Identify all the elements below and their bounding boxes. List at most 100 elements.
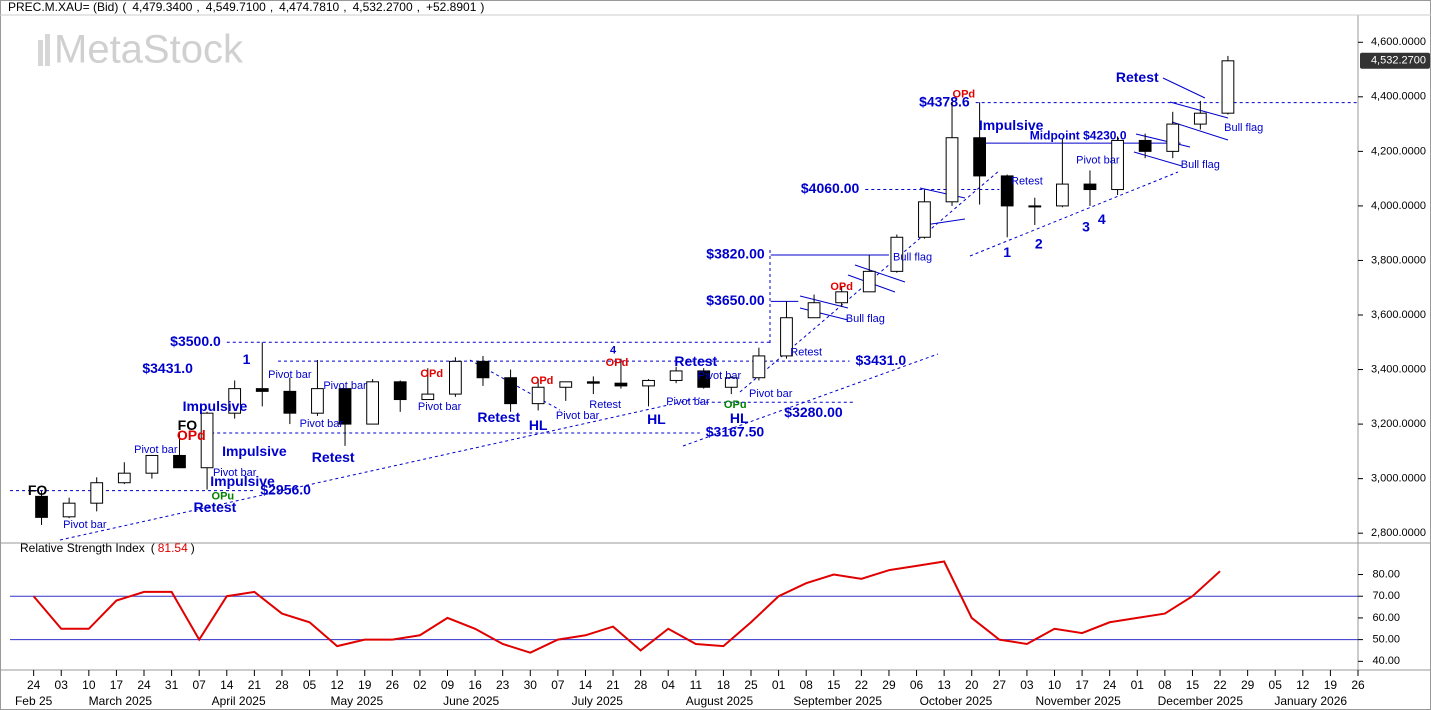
x-tick-label: 24: [1103, 678, 1117, 692]
x-tick-label: 29: [1241, 678, 1255, 692]
quote-value: +52.8901: [426, 0, 477, 14]
annotation: Impulsive: [222, 443, 287, 459]
x-tick-label: 23: [496, 678, 510, 692]
x-tick-label: 29: [882, 678, 896, 692]
candle-body: [366, 381, 380, 425]
annotation: Bull flag: [846, 313, 885, 325]
annotation: Bull flag: [1224, 122, 1263, 134]
candle-body: [228, 388, 242, 414]
x-tick-label: 19: [1324, 678, 1338, 692]
candle-body: [918, 201, 931, 238]
x-tick-label: 08: [1158, 678, 1172, 692]
candle-body: [697, 370, 711, 388]
annotation: Retest: [1011, 175, 1043, 187]
annotation: OPu: [724, 399, 747, 411]
x-tick-label: 11: [690, 678, 703, 692]
candle-body: [752, 355, 766, 379]
month-label: Feb 25: [15, 694, 53, 708]
annotation: Impulsive: [979, 117, 1044, 133]
quote-value: 4,532.2700: [353, 0, 413, 14]
y-tick-label: 4,400.0000: [1371, 91, 1426, 103]
annotation: OPd: [953, 88, 976, 100]
y-tick-label: 70.00: [1372, 590, 1400, 602]
annotation: Pivot bar: [556, 410, 600, 422]
annotation: HL: [730, 410, 749, 426]
annotation: OPd: [531, 375, 554, 387]
annotation: 1: [243, 351, 251, 367]
level-label: $3500.0: [170, 333, 221, 349]
candle-body: [1056, 183, 1069, 207]
annotation: 1: [1003, 244, 1011, 260]
candle-body: [421, 393, 435, 401]
level-label: Midpoint $4230.0: [1030, 128, 1127, 142]
month-label: June 2025: [443, 694, 499, 708]
month-label: December 2025: [1158, 694, 1244, 708]
x-tick-label: 15: [827, 678, 841, 692]
candle-body: [1221, 60, 1235, 114]
x-tick-label: 10: [82, 678, 96, 692]
candle-body: [669, 370, 683, 381]
candle-body: [862, 270, 876, 293]
x-tick-label: 09: [441, 678, 455, 692]
level-label: $3167.50: [706, 424, 765, 440]
level-label: $4378.6: [919, 93, 970, 109]
candle-body: [945, 137, 959, 203]
annotation: Retest: [1116, 69, 1159, 85]
paren: (: [122, 0, 126, 14]
y-tick-label: 4,200.0000: [1371, 145, 1426, 157]
separator: ,: [343, 0, 346, 14]
candle-body: [200, 412, 214, 469]
candle-body: [255, 388, 269, 392]
x-tick-label: 26: [386, 678, 400, 692]
x-tick-label: 02: [413, 678, 427, 692]
x-tick-label: 07: [193, 678, 207, 692]
annotation: OPd: [177, 427, 206, 443]
x-tick-label: 28: [634, 678, 648, 692]
annotation: Impulsive: [210, 473, 275, 489]
y-tick-label: 3,200.0000: [1371, 418, 1426, 430]
annotation: FO: [178, 417, 198, 433]
candle-body: [890, 236, 904, 272]
candle-body: [1083, 183, 1097, 191]
candle-body: [145, 454, 159, 474]
logo: [38, 34, 50, 66]
rsi-line: [32, 560, 1221, 654]
x-tick-label: 07: [551, 678, 565, 692]
x-tick-label: 14: [579, 678, 593, 692]
annotation: 4: [1098, 211, 1106, 227]
candle-body: [476, 360, 490, 379]
annotation: Retest: [312, 449, 355, 465]
x-tick-label: 28: [275, 678, 289, 692]
quote-value: 4,474.7810: [279, 0, 339, 14]
x-tick-label: 05: [1269, 678, 1283, 692]
candle-body: [1028, 205, 1042, 208]
rsi-title: Relative Strength Index: [20, 541, 145, 555]
y-tick-label: 3,000.0000: [1371, 473, 1426, 485]
annotation: Pivot bar: [63, 519, 107, 531]
x-tick-label: 27: [993, 678, 1007, 692]
separator: ,: [417, 0, 420, 14]
annotation: OPd: [420, 368, 443, 380]
x-tick-label: 30: [524, 678, 538, 692]
annotation: $3431.0: [142, 360, 193, 376]
x-tick-label: 24: [27, 678, 41, 692]
x-tick-label: 22: [855, 678, 869, 692]
candle-body: [835, 291, 849, 304]
x-tick-label: 25: [744, 678, 758, 692]
candle-body: [1111, 139, 1124, 191]
y-tick-label: 4,600.0000: [1371, 36, 1426, 48]
y-tick-label: 50.00: [1372, 634, 1400, 646]
month-label: May 2025: [331, 694, 384, 708]
level-label: $3431.0: [856, 352, 907, 368]
annotation: FO: [28, 482, 48, 498]
last-price-label: 4,532.2700: [1371, 55, 1426, 67]
candle-body: [283, 390, 297, 414]
annotation: Pivot bar: [134, 444, 178, 456]
month-label: September 2025: [793, 694, 882, 708]
y-tick-label: 60.00: [1372, 612, 1400, 624]
annotation: 4: [610, 344, 617, 356]
annotation: Retest: [589, 399, 621, 411]
candle-body: [338, 388, 352, 425]
level-label: $3280.00: [784, 404, 843, 420]
